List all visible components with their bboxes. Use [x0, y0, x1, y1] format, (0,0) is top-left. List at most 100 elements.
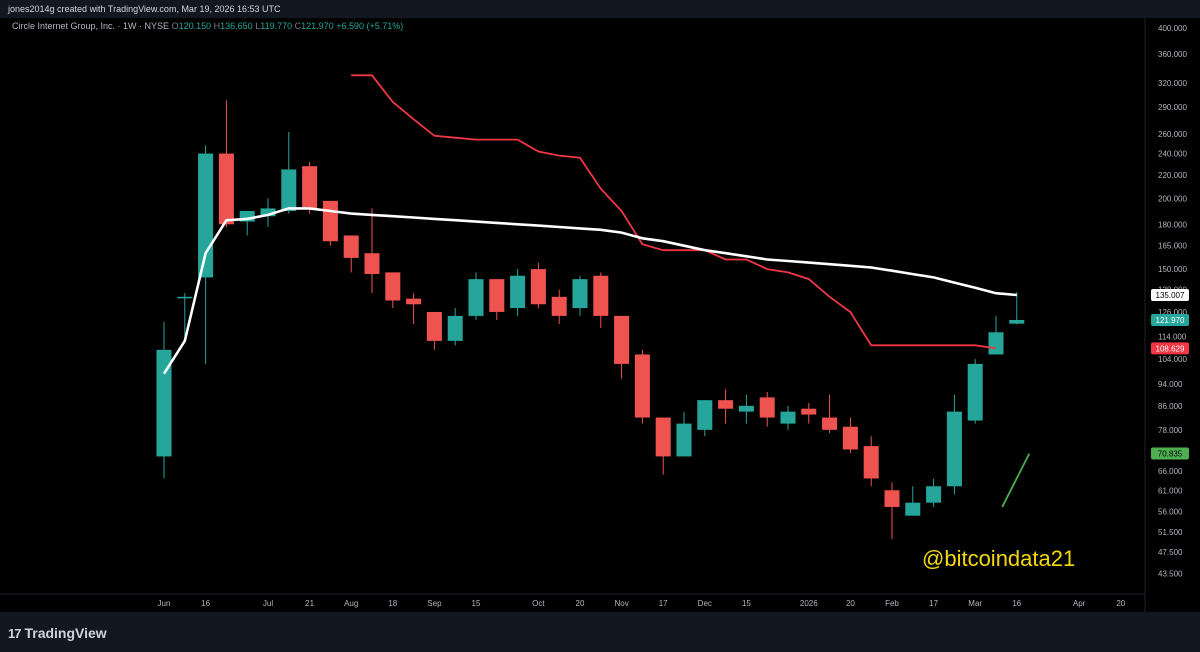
symbol-name: Circle Internet Group, Inc. · 1W · NYSE [12, 21, 170, 31]
candle-down [863, 446, 879, 479]
candle-down [218, 153, 234, 225]
y-tick-label: 114.000 [1158, 333, 1187, 342]
candle-down [759, 397, 775, 418]
tradingview-brand: TradingView [24, 625, 107, 641]
x-tick-label: Apr [1073, 599, 1086, 608]
candle-up [198, 153, 214, 278]
y-tick-label: 47.500 [1158, 548, 1183, 557]
candle-up [468, 279, 484, 316]
candle-down [655, 417, 671, 457]
price-tag-label: 108.629 [1156, 344, 1185, 353]
x-tick-label: 21 [305, 599, 314, 608]
price-tag [1151, 447, 1189, 460]
y-tick-label: 360.000 [1158, 50, 1187, 59]
x-tick-label: 16 [201, 599, 210, 608]
candle-down [822, 417, 838, 430]
y-tick-label: 180.000 [1158, 220, 1187, 229]
y-tick-label: 200.000 [1158, 194, 1187, 203]
candle-up [697, 400, 713, 430]
candle-down [322, 200, 338, 242]
candle-down [302, 166, 318, 209]
price-tag-label: 70.835 [1158, 450, 1183, 459]
open-label: O [171, 21, 179, 31]
y-tick-label: 126.000 [1158, 308, 1187, 317]
y-tick-label: 94.000 [1158, 380, 1183, 389]
y-tick-label: 400.000 [1158, 24, 1187, 33]
candle-down [343, 235, 359, 258]
candle-up [239, 210, 255, 222]
chart-credit-bar: jones2014g created with TradingView.com,… [0, 0, 1200, 18]
close-label: C [294, 21, 302, 31]
candle-up [260, 208, 276, 217]
y-tick-label: 51.500 [1158, 528, 1183, 537]
x-tick-label: Jul [263, 599, 273, 608]
candle-down [426, 311, 442, 341]
x-tick-label: 20 [1116, 599, 1125, 608]
x-tick-label: 2026 [800, 599, 818, 608]
x-tick-label: Oct [532, 599, 545, 608]
tradingview-logo-icon: 17 [8, 625, 22, 641]
candle-up [946, 411, 962, 487]
candle-up [926, 486, 942, 503]
y-tick-label: 66.000 [1158, 467, 1183, 476]
candle-up [572, 279, 588, 309]
candle-down [634, 354, 650, 418]
candle-down [551, 296, 567, 316]
y-tick-label: 78.000 [1158, 426, 1183, 435]
change-value: +6.590 (+5.71%) [336, 21, 404, 31]
candle-up [447, 315, 463, 341]
credit-text: jones2014g created with TradingView.com,… [8, 4, 281, 14]
candle-down [364, 253, 380, 275]
tradingview-logo[interactable]: 17 TradingView [8, 625, 107, 641]
candle-down [614, 315, 630, 364]
footer-bar [0, 612, 1200, 652]
candle-up [780, 411, 796, 424]
x-tick-label: 20 [846, 599, 855, 608]
candle-down [489, 279, 505, 312]
y-tick-label: 86.000 [1158, 402, 1183, 411]
x-tick-label: 17 [659, 599, 668, 608]
open-value: 120.150 [178, 21, 212, 31]
candle-up [738, 405, 754, 412]
x-tick-label: Mar [968, 599, 982, 608]
price-chart[interactable]: 400.000 360.000 320.000 290.000 260.000 240.0… [0, 0, 1200, 612]
watermark-text: @bitcoindata21 [922, 546, 1076, 571]
x-tick-label: Sep [427, 599, 442, 608]
candle-up [156, 349, 172, 457]
moving-average-line [162, 207, 1017, 375]
price-tag [1151, 342, 1189, 355]
y-tick-label: 61.000 [1158, 486, 1183, 495]
y-tick-label: 290.000 [1158, 103, 1187, 112]
low-value: 119.770 [260, 21, 293, 31]
low-label: L [255, 21, 261, 31]
high-value: 136.650 [220, 21, 253, 31]
candle-up [967, 363, 983, 421]
candle-up [988, 332, 1004, 355]
candle-up [177, 296, 193, 299]
price-tag [1151, 313, 1189, 326]
x-tick-label: 20 [576, 599, 585, 608]
y-tick-label: 165.000 [1158, 242, 1187, 251]
y-tick-label: 56.000 [1158, 507, 1183, 516]
y-tick-label: 150.000 [1158, 265, 1187, 274]
y-tick-label: 260.000 [1158, 130, 1187, 139]
x-tick-label: Jun [158, 599, 171, 608]
x-tick-label: 17 [929, 599, 938, 608]
y-tick-label: 220.000 [1158, 171, 1187, 180]
y-tick-label: 320.000 [1158, 79, 1187, 88]
candle-down [842, 426, 858, 450]
candle-down [406, 298, 422, 305]
candle-up [676, 423, 692, 457]
high-label: H [213, 21, 221, 31]
y-tick-label: 240.000 [1158, 150, 1187, 159]
candle-down [884, 490, 900, 507]
candle-down [593, 275, 609, 316]
y-tick-label: 104.000 [1158, 355, 1187, 364]
x-tick-label: Feb [885, 599, 899, 608]
x-tick-label: 18 [388, 599, 397, 608]
x-tick-label: Nov [614, 599, 628, 608]
candle-up [510, 275, 526, 309]
red-indicator-line [351, 74, 997, 350]
x-tick-label: 16 [1012, 599, 1021, 608]
price-tag [1151, 288, 1189, 301]
